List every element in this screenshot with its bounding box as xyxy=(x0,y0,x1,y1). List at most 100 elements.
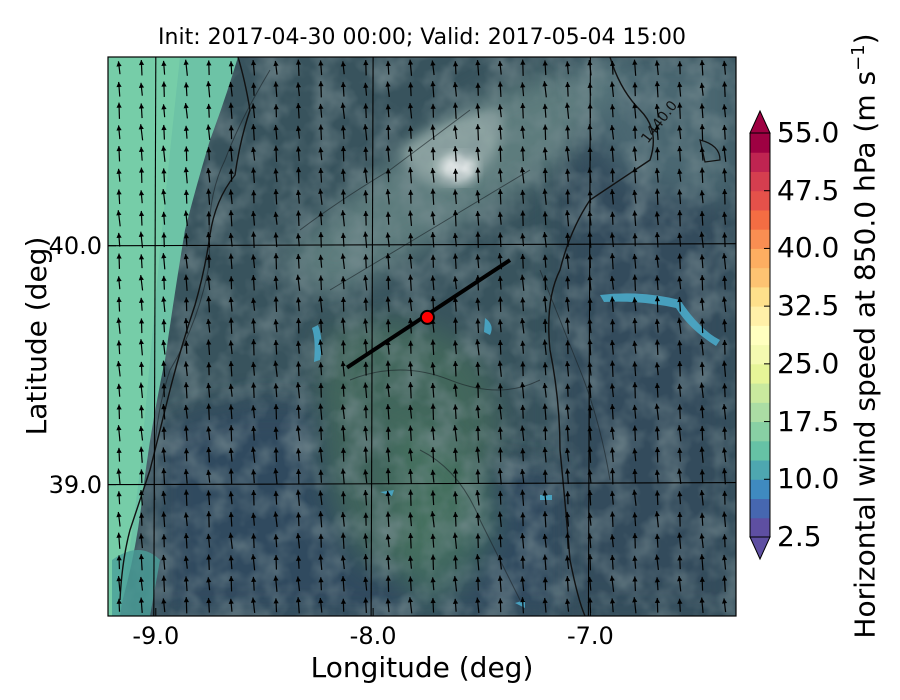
wind-arrow xyxy=(565,168,571,182)
wind-arrow xyxy=(161,60,167,75)
wind-arrow xyxy=(475,297,481,311)
wind-arrow xyxy=(385,426,391,440)
wind-arrow xyxy=(542,490,548,506)
wind-arrow xyxy=(385,319,391,333)
wind-arrow xyxy=(206,597,212,613)
wind-arrow xyxy=(430,339,436,355)
wind-arrow xyxy=(340,253,346,269)
wind-arrow xyxy=(363,103,369,119)
wind-arrow xyxy=(250,210,257,226)
wind-arrow xyxy=(340,189,346,205)
wind-arrow xyxy=(452,555,459,570)
wind-arrow xyxy=(183,318,189,334)
wind-arrow xyxy=(318,167,324,183)
wind-arrow xyxy=(520,59,526,76)
wind-arrow xyxy=(251,297,257,311)
wind-arrow xyxy=(452,253,459,269)
wind-arrow xyxy=(452,532,458,549)
wind-arrow xyxy=(609,383,616,398)
wind-arrow xyxy=(430,60,436,76)
wind-arrow xyxy=(609,426,616,440)
wind-arrow xyxy=(654,447,661,463)
wind-arrow xyxy=(161,145,167,162)
wind-arrow xyxy=(699,190,705,204)
x-tick-label: -8.0 xyxy=(349,622,397,650)
wind-arrow xyxy=(542,577,548,591)
wind-arrow xyxy=(206,81,212,98)
wind-arrow xyxy=(138,167,145,183)
wind-arrow xyxy=(161,104,167,118)
wind-arrow xyxy=(654,597,661,613)
wind-arrow xyxy=(340,361,346,377)
wind-arrow xyxy=(565,532,571,549)
wind-arrow xyxy=(161,81,167,97)
wind-arrow xyxy=(407,146,414,162)
wind-arrow xyxy=(206,362,212,376)
wind-arrow xyxy=(206,188,212,205)
wind-arrow xyxy=(722,81,728,97)
wind-arrow xyxy=(677,404,683,420)
wind-arrow xyxy=(161,189,167,205)
wind-arrow xyxy=(475,318,481,334)
wind-arrow xyxy=(273,189,279,205)
wind-arrow xyxy=(161,575,167,592)
wind-arrow xyxy=(497,447,504,463)
wind-arrow xyxy=(520,468,526,484)
wind-arrow xyxy=(183,167,189,184)
wind-arrow xyxy=(699,275,705,291)
wind-arrow xyxy=(385,511,391,527)
wind-arrow xyxy=(273,81,279,97)
wind-arrow xyxy=(318,533,324,548)
wind-arrow xyxy=(408,82,414,97)
wind-arrow xyxy=(385,124,391,140)
grid-line-lon-1 xyxy=(370,57,374,616)
wind-arrow xyxy=(340,468,346,484)
wind-arrow xyxy=(340,340,347,355)
wind-arrow xyxy=(138,361,145,376)
wind-arrow xyxy=(677,532,683,549)
wind-arrow xyxy=(340,276,346,290)
wind-arrow xyxy=(340,232,346,247)
wind-arrow xyxy=(138,210,145,226)
wind-arrow xyxy=(116,189,122,205)
wind-arrow xyxy=(408,125,414,139)
wind-arrow xyxy=(542,103,548,118)
wind-arrow xyxy=(564,468,571,484)
wind-arrow xyxy=(138,60,145,76)
wind-arrow xyxy=(116,361,122,377)
wind-arrow xyxy=(475,361,481,376)
wind-arrow xyxy=(295,576,301,592)
colorbar-tick-label: 55.0 xyxy=(777,116,840,149)
wind-arrow xyxy=(520,210,526,226)
wind-arrow xyxy=(497,275,503,290)
wind-arrow xyxy=(475,190,481,204)
wind-arrow xyxy=(363,533,369,549)
wind-arrow xyxy=(677,468,683,484)
wind-arrow xyxy=(565,340,571,355)
wind-arrow xyxy=(318,147,324,161)
wind-arrow xyxy=(699,576,705,591)
wind-arrow xyxy=(228,447,234,462)
wind-arrow xyxy=(385,81,391,97)
wind-arrow xyxy=(520,318,526,334)
wind-arrow xyxy=(430,81,436,98)
wind-arrow xyxy=(699,512,705,526)
wind-arrow xyxy=(407,103,414,119)
colorbar-segment xyxy=(750,460,770,480)
wind-arrow xyxy=(116,317,122,334)
wind-arrow xyxy=(295,253,302,269)
wind-arrow xyxy=(721,404,728,420)
wind-arrow xyxy=(564,317,571,334)
wind-arrow xyxy=(542,124,548,140)
wind-arrow xyxy=(295,425,301,441)
wind-arrow xyxy=(408,274,414,291)
wind-arrow xyxy=(385,253,391,270)
wind-arrow xyxy=(565,189,571,205)
wind-arrow xyxy=(542,469,548,483)
wind-arrow xyxy=(363,297,369,311)
wind-arrow xyxy=(340,576,346,592)
wind-arrow xyxy=(632,253,638,269)
wind-arrow xyxy=(565,125,571,140)
wind-arrow xyxy=(206,490,212,506)
wind-arrow xyxy=(206,147,212,161)
